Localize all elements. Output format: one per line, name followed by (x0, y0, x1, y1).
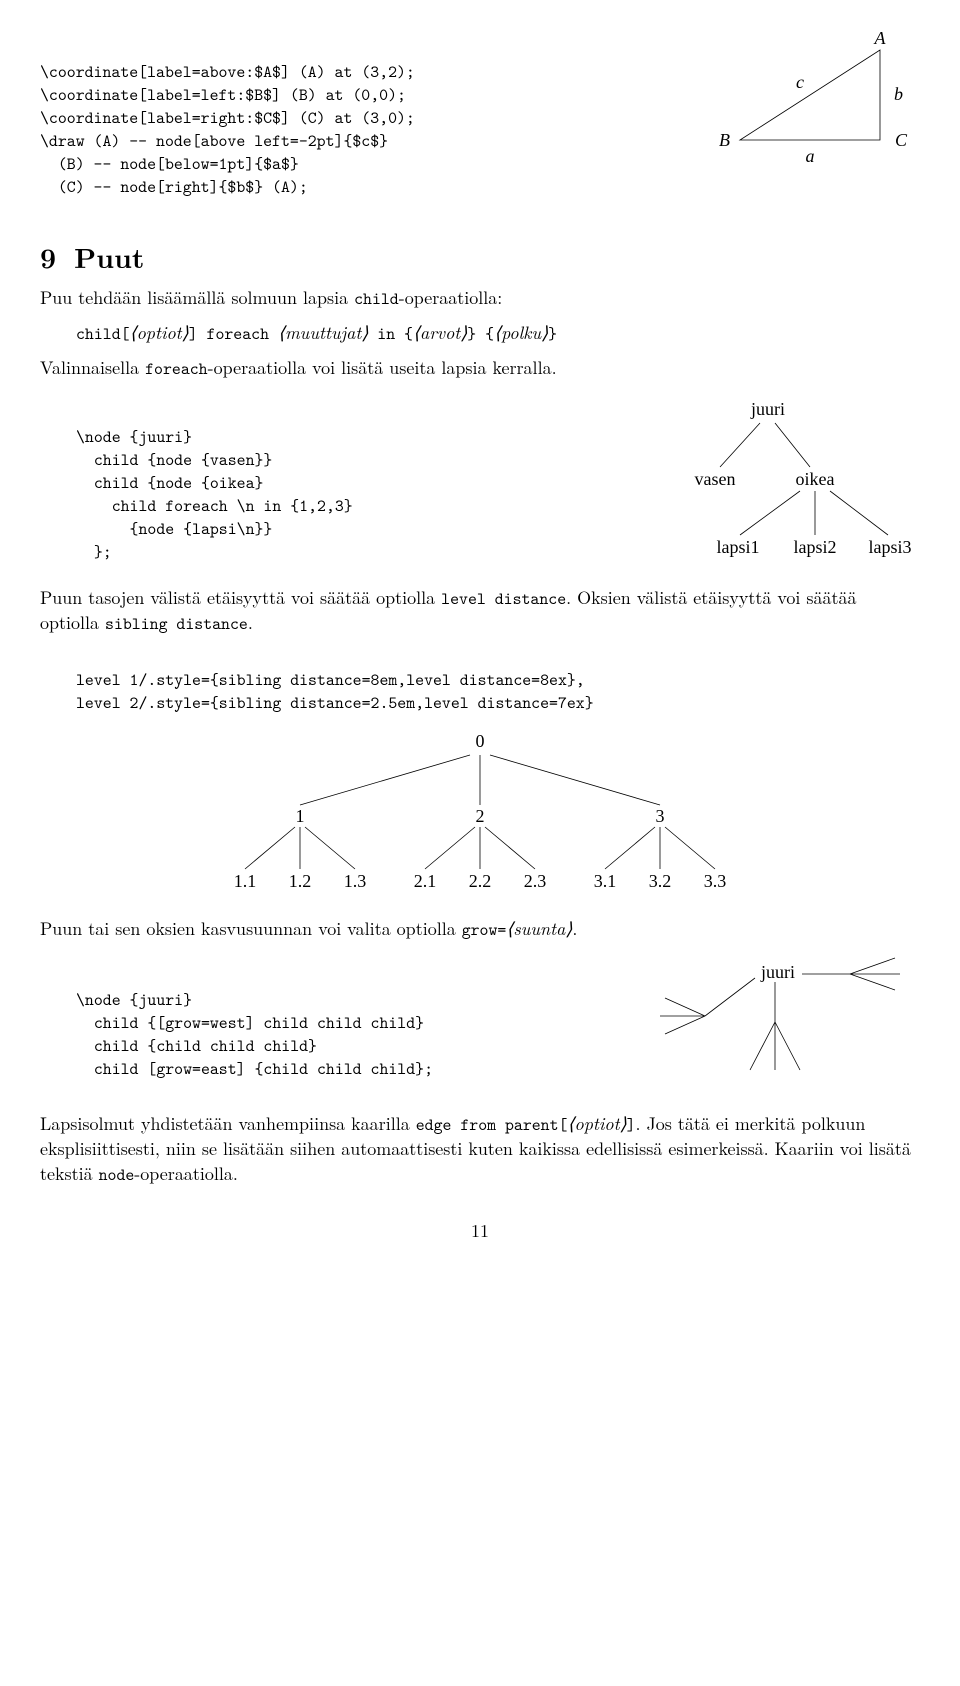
tree2-n1: 1 (296, 806, 305, 826)
tree2-c21: 2.1 (414, 871, 437, 891)
code-line: level 2/.style={sibling distance=2.5em,l… (76, 692, 594, 714)
code-line: \coordinate[label=right:$C$] (C) at (3,0… (40, 107, 415, 129)
paragraph-grow: Puun tai sen oksien kasvusuunnan voi val… (40, 917, 920, 942)
child-syntax-line: child[⟨optiot⟩] foreach ⟨muuttujat⟩ in {… (76, 321, 920, 346)
tree1-left: vasen (695, 469, 736, 489)
triangle-label-a: a (806, 146, 815, 166)
tree2-c23: 2.3 (524, 871, 547, 891)
tree1-c3: lapsi3 (869, 537, 912, 557)
triangle-figure: A B C a b c (710, 30, 920, 176)
tree3-example-row: \node {juuri} child {[grow=west] child c… (40, 958, 920, 1094)
tree1-c1: lapsi1 (717, 537, 760, 557)
code-line: child {[grow=west] child child child} (76, 1012, 424, 1034)
code-line: level 1/.style={sibling distance=8em,lev… (76, 669, 585, 691)
tree1-c2: lapsi2 (794, 537, 837, 557)
tree2-svg: 0 1 2 3 1.1 1.2 1.3 2.1 2.2 2.3 3.1 3.2 … (130, 727, 830, 907)
code-line: (B) -- node[below=1pt]{$a$} (40, 153, 299, 175)
code-line: \coordinate[label=above:$A$] (A) at (3,2… (40, 61, 415, 83)
code-line: \coordinate[label=left:$B$] (B) at (0,0)… (40, 84, 406, 106)
tree1-figure: juuri vasen oikea lapsi1 lapsi2 lapsi3 (630, 395, 920, 576)
tree3-figure: juuri (610, 958, 920, 1094)
triangle-code: \coordinate[label=above:$A$] (A) at (3,2… (40, 30, 710, 211)
page-number: 11 (40, 1219, 920, 1243)
paragraph-foreach: Valinnaisella foreach-operaatiolla voi l… (40, 356, 920, 381)
triangle-label-A: A (874, 28, 887, 48)
code-line: \node {juuri} (76, 426, 192, 448)
paragraph-level-distance: Puun tasojen välistä etäisyyttä voi säät… (40, 586, 920, 636)
code-line: child {node {vasen}} (76, 449, 272, 471)
section-number: 9 (40, 237, 56, 277)
triangle-label-C: C (895, 130, 908, 150)
code-line: child {child child child} (76, 1035, 317, 1057)
tree2-c33: 3.3 (704, 871, 727, 891)
tree1-example-row: \node {juuri} child {node {vasen}} child… (40, 395, 920, 576)
tree2-c13: 1.3 (344, 871, 367, 891)
section-heading-9: 9 Puut (40, 239, 920, 277)
code-line: (C) -- node[right]{$b$} (A); (40, 176, 308, 198)
section-title: Puut (74, 237, 144, 277)
code-line: }; (76, 541, 112, 563)
tree1-code: \node {juuri} child {node {vasen}} child… (40, 395, 630, 576)
code-line: \node {juuri} (76, 989, 192, 1011)
code-line: \draw (A) -- node[above left=-2pt]{$c$} (40, 130, 388, 152)
code-line: child [grow=east] {child child child}; (76, 1058, 433, 1080)
tree1-root: juuri (750, 399, 785, 419)
code-line: child foreach \n in {1,2,3} (76, 495, 353, 517)
tree2-n3: 3 (656, 806, 665, 826)
tree2-c31: 3.1 (594, 871, 617, 891)
code-line: child {node {oikea} (76, 472, 263, 494)
tree2-figure: 0 1 2 3 1.1 1.2 1.3 2.1 2.2 2.3 3.1 3.2 … (40, 727, 920, 907)
triangle-label-B: B (719, 130, 730, 150)
tree3-root: juuri (760, 962, 795, 982)
tree3-code: \node {juuri} child {[grow=west] child c… (40, 958, 610, 1093)
tree2-c22: 2.2 (469, 871, 492, 891)
tree1-right: oikea (796, 469, 835, 489)
tree3-svg: juuri (610, 958, 920, 1088)
triangle-label-c: c (796, 72, 804, 92)
triangle-example-row: \coordinate[label=above:$A$] (A) at (3,2… (40, 30, 920, 211)
tree2-c11: 1.1 (234, 871, 257, 891)
paragraph-edge-from-parent: Lapsisolmut yhdistetään vanhempiinsa kaa… (40, 1112, 920, 1186)
tree2-c12: 1.2 (289, 871, 312, 891)
code-line: {node {lapsi\n}} (76, 518, 272, 540)
paragraph-child-intro: Puu tehdään lisäämällä solmuun lapsia ch… (40, 286, 920, 311)
triangle-label-b: b (894, 84, 903, 104)
level-style-code: level 1/.style={sibling distance=8em,lev… (76, 646, 920, 715)
tree2-c32: 3.2 (649, 871, 672, 891)
tree2-n2: 2 (476, 806, 485, 826)
tree1-svg: juuri vasen oikea lapsi1 lapsi2 lapsi3 (630, 395, 920, 570)
tree2-n0: 0 (476, 731, 485, 751)
triangle-svg: A B C a b c (710, 30, 920, 170)
